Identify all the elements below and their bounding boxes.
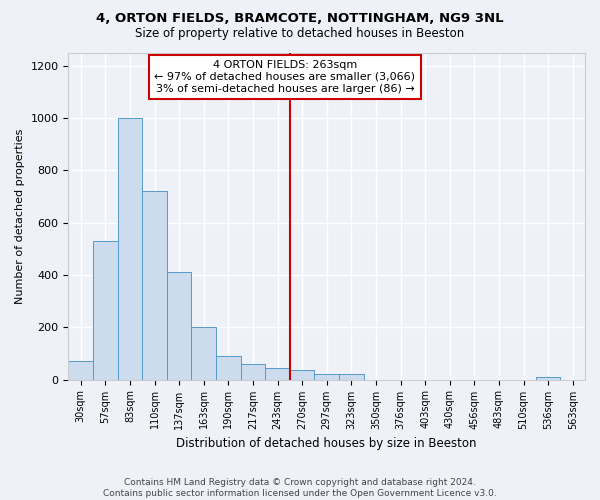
Text: Size of property relative to detached houses in Beeston: Size of property relative to detached ho… xyxy=(136,28,464,40)
Text: 4 ORTON FIELDS: 263sqm
← 97% of detached houses are smaller (3,066)
3% of semi-d: 4 ORTON FIELDS: 263sqm ← 97% of detached… xyxy=(154,60,415,94)
Bar xyxy=(241,364,265,380)
Text: 4, ORTON FIELDS, BRAMCOTE, NOTTINGHAM, NG9 3NL: 4, ORTON FIELDS, BRAMCOTE, NOTTINGHAM, N… xyxy=(96,12,504,26)
X-axis label: Distribution of detached houses by size in Beeston: Distribution of detached houses by size … xyxy=(176,437,477,450)
Bar xyxy=(314,374,339,380)
Bar xyxy=(142,191,167,380)
Bar xyxy=(93,241,118,380)
Bar xyxy=(290,370,314,380)
Bar xyxy=(167,272,191,380)
Bar xyxy=(118,118,142,380)
Bar xyxy=(265,368,290,380)
Bar xyxy=(339,374,364,380)
Bar xyxy=(536,377,560,380)
Text: Contains HM Land Registry data © Crown copyright and database right 2024.
Contai: Contains HM Land Registry data © Crown c… xyxy=(103,478,497,498)
Bar xyxy=(191,327,216,380)
Bar xyxy=(216,356,241,380)
Y-axis label: Number of detached properties: Number of detached properties xyxy=(15,128,25,304)
Bar xyxy=(68,362,93,380)
